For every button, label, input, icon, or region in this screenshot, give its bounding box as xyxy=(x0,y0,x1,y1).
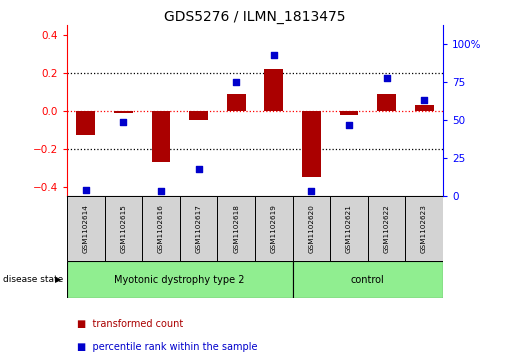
Text: GSM1102620: GSM1102620 xyxy=(308,204,314,253)
Bar xyxy=(76,111,95,135)
Text: ■  percentile rank within the sample: ■ percentile rank within the sample xyxy=(77,342,258,352)
Text: GSM1102617: GSM1102617 xyxy=(196,204,201,253)
Bar xyxy=(405,196,443,261)
Bar xyxy=(415,105,434,111)
Bar xyxy=(302,111,321,177)
Point xyxy=(81,187,90,193)
Bar xyxy=(142,196,180,261)
Bar xyxy=(227,94,246,111)
Bar xyxy=(105,196,142,261)
Text: GSM1102616: GSM1102616 xyxy=(158,204,164,253)
Bar xyxy=(151,111,170,162)
Text: control: control xyxy=(351,274,385,285)
Bar xyxy=(255,196,293,261)
Bar xyxy=(67,196,105,261)
Point xyxy=(232,79,240,85)
Text: GSM1102618: GSM1102618 xyxy=(233,204,239,253)
Text: GSM1102621: GSM1102621 xyxy=(346,204,352,253)
Text: GSM1102622: GSM1102622 xyxy=(384,204,389,253)
Title: GDS5276 / ILMN_1813475: GDS5276 / ILMN_1813475 xyxy=(164,11,346,24)
Text: GSM1102619: GSM1102619 xyxy=(271,204,277,253)
Text: GSM1102614: GSM1102614 xyxy=(83,204,89,253)
Bar xyxy=(330,196,368,261)
Bar xyxy=(189,111,208,120)
Point xyxy=(195,166,203,172)
Text: ▶: ▶ xyxy=(55,275,62,284)
Point xyxy=(420,98,428,103)
Bar xyxy=(293,261,443,298)
Text: GSM1102615: GSM1102615 xyxy=(121,204,126,253)
Text: Myotonic dystrophy type 2: Myotonic dystrophy type 2 xyxy=(114,274,245,285)
Point xyxy=(345,122,353,128)
Point xyxy=(382,75,390,81)
Bar xyxy=(293,196,330,261)
Point xyxy=(119,119,128,125)
Bar xyxy=(368,196,405,261)
Text: ■  transformed count: ■ transformed count xyxy=(77,318,183,329)
Bar xyxy=(377,94,396,111)
Point xyxy=(307,188,315,194)
Bar xyxy=(264,69,283,111)
Point xyxy=(269,52,278,58)
Point xyxy=(157,188,165,194)
Bar xyxy=(217,196,255,261)
Text: GSM1102623: GSM1102623 xyxy=(421,204,427,253)
Text: disease state: disease state xyxy=(3,275,63,284)
Bar xyxy=(180,196,217,261)
Bar xyxy=(67,261,293,298)
Bar xyxy=(114,111,133,113)
Bar xyxy=(339,111,358,114)
